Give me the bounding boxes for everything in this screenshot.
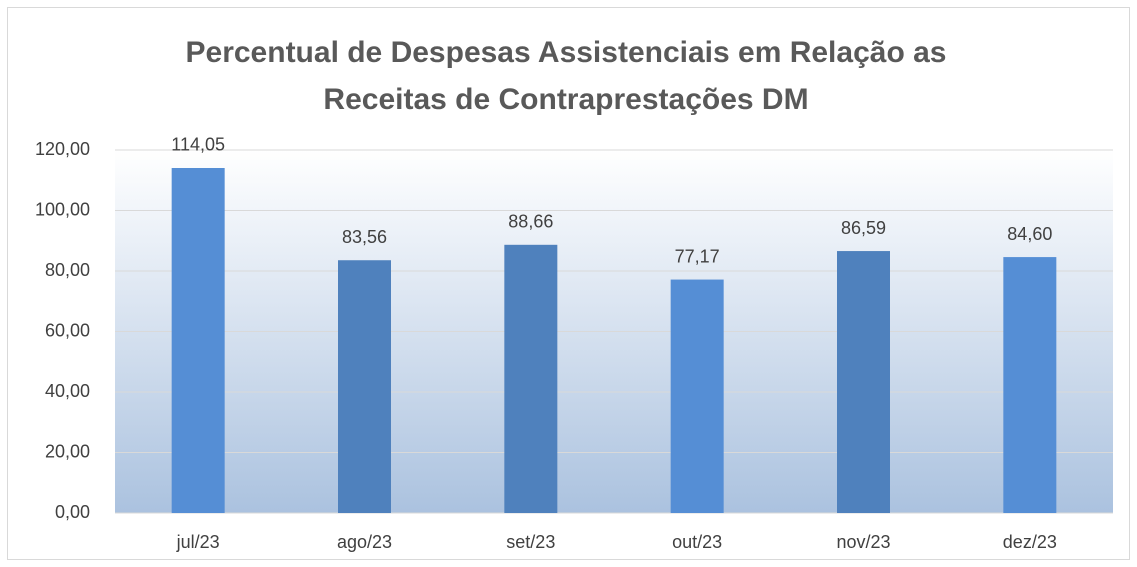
- y-tick-label: 80,00: [45, 260, 90, 280]
- bar: [171, 167, 225, 513]
- bar: [670, 279, 724, 513]
- value-label: 114,05: [171, 135, 225, 155]
- value-label: 84,60: [1007, 224, 1052, 244]
- x-tick-label: dez/23: [1003, 532, 1057, 552]
- bar: [338, 260, 391, 513]
- chart-title: Percentual de Despesas Assistenciais em …: [186, 36, 947, 69]
- y-tick-label: 0,00: [55, 502, 90, 522]
- value-label: 86,59: [841, 218, 886, 238]
- x-tick-label: ago/23: [337, 532, 392, 552]
- y-tick-label: 100,00: [35, 199, 90, 219]
- y-tick-label: 60,00: [45, 320, 90, 340]
- value-label: 77,17: [675, 246, 720, 266]
- value-label: 88,66: [508, 212, 553, 232]
- y-tick-label: 40,00: [45, 381, 90, 401]
- value-label: 83,56: [342, 227, 387, 247]
- x-tick-label: nov/23: [836, 532, 890, 552]
- y-tick-label: 20,00: [45, 441, 90, 461]
- x-tick-label: set/23: [506, 532, 555, 552]
- y-tick-label: 120,00: [35, 139, 90, 159]
- bar: [1003, 257, 1057, 513]
- bar: [837, 251, 890, 513]
- x-tick-label: out/23: [672, 532, 722, 552]
- chart-title: Receitas de Contraprestações DM: [323, 83, 808, 116]
- bar: [504, 244, 558, 513]
- x-tick-label: jul/23: [176, 532, 220, 552]
